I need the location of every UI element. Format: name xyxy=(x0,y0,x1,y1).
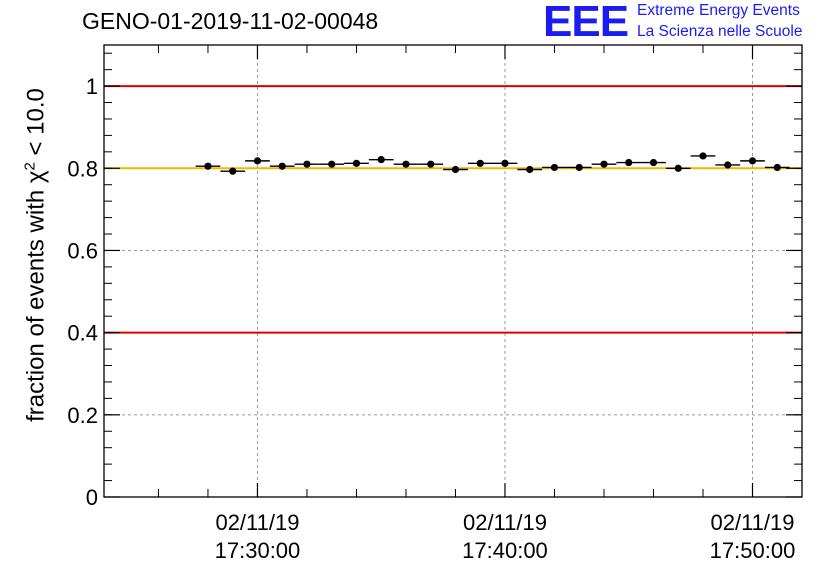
data-point xyxy=(649,158,658,167)
data-point xyxy=(674,164,682,172)
data-point xyxy=(575,163,583,172)
y-tick-label: 0.2 xyxy=(67,403,98,428)
axes: 0 0.2 0.4 0.6 0.8 1 02/11/19 17:30:00 02/11/19 17… xyxy=(67,45,803,563)
data-points xyxy=(195,152,790,175)
data-point xyxy=(724,161,732,169)
data-point xyxy=(550,163,559,172)
data-point xyxy=(699,152,707,160)
data-point xyxy=(377,156,385,164)
data-point xyxy=(253,157,262,165)
logo-line-2: La Scienza nelle Scuole xyxy=(637,23,803,40)
data-point xyxy=(328,160,336,168)
y-tick-label: 0 xyxy=(86,485,98,510)
reference-lines xyxy=(104,85,802,334)
y-axis-label-symbol: χ xyxy=(22,170,50,184)
data-point xyxy=(427,160,435,168)
data-point xyxy=(748,157,757,165)
eee-logo: EEE xyxy=(543,0,629,46)
y-tick-label: 1 xyxy=(86,74,98,99)
data-point xyxy=(476,159,484,167)
y-tick-label: 0.6 xyxy=(67,238,98,263)
data-point xyxy=(303,160,311,168)
data-point xyxy=(451,165,460,174)
x-tick-label-time: 17:50:00 xyxy=(710,538,796,563)
data-point xyxy=(352,159,361,167)
data-point xyxy=(526,165,534,174)
data-point xyxy=(204,162,212,170)
logo-line-1: Extreme Energy Events xyxy=(637,2,800,19)
y-axis-label-prefix: fraction of events with xyxy=(22,183,50,422)
data-point xyxy=(773,163,781,172)
data-point xyxy=(229,167,237,175)
x-tick-label-date: 02/11/19 xyxy=(463,510,547,535)
x-tick-label-time: 17:40:00 xyxy=(462,538,548,563)
y-tick-label: 0.4 xyxy=(67,321,98,346)
plot-frame xyxy=(103,44,803,498)
data-point xyxy=(402,160,410,168)
data-point xyxy=(278,162,286,170)
chart-title: GENO-01-2019-11-02-00048 xyxy=(82,8,379,34)
data-point xyxy=(600,160,608,168)
x-tick-label-date: 02/11/19 xyxy=(215,510,299,535)
y-axis-label-suffix: < 10.0 xyxy=(22,88,50,163)
x-tick-label-date: 02/11/19 xyxy=(710,510,794,535)
grid xyxy=(104,45,802,497)
data-point xyxy=(501,159,509,167)
data-point xyxy=(625,158,633,167)
y-tick-label: 0.8 xyxy=(67,156,98,181)
x-tick-label-time: 17:30:00 xyxy=(215,538,301,563)
y-axis-label: fraction of events with χ2 < 10.0 xyxy=(22,88,51,422)
y-axis-label-sup: 2 xyxy=(21,162,39,171)
